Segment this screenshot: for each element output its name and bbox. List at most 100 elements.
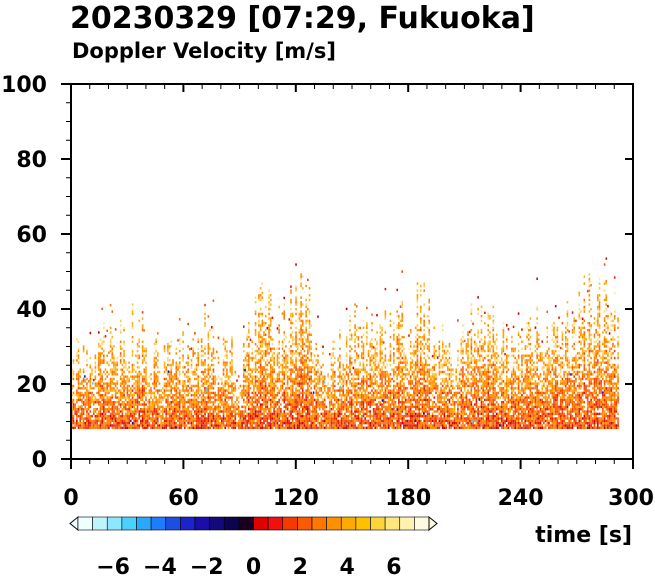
velocity-cell bbox=[74, 410, 76, 413]
velocity-cell bbox=[140, 396, 142, 399]
velocity-cell bbox=[384, 356, 387, 360]
velocity-cell bbox=[101, 396, 103, 399]
velocity-cell bbox=[283, 391, 286, 395]
velocity-cell bbox=[330, 363, 333, 367]
velocity-cell bbox=[364, 377, 366, 381]
velocity-cell bbox=[285, 387, 287, 390]
velocity-cell bbox=[170, 373, 173, 376]
velocity-cell bbox=[382, 396, 385, 399]
velocity-cell bbox=[136, 396, 139, 399]
velocity-cell bbox=[173, 398, 176, 402]
velocity-cell bbox=[109, 340, 112, 343]
velocity-cell bbox=[131, 417, 134, 420]
velocity-cell bbox=[296, 377, 299, 381]
velocity-cell bbox=[170, 414, 173, 418]
velocity-cell bbox=[332, 412, 334, 416]
velocity-cell bbox=[335, 408, 338, 411]
velocity-cell bbox=[89, 424, 92, 427]
velocity-cell bbox=[401, 303, 404, 306]
velocity-cell bbox=[251, 368, 254, 371]
velocity-cell bbox=[131, 410, 134, 413]
velocity-cell bbox=[295, 356, 297, 360]
velocity-cell bbox=[334, 384, 336, 388]
velocity-cell bbox=[91, 377, 93, 381]
velocity-cell bbox=[315, 405, 318, 409]
velocity-cell bbox=[87, 401, 90, 404]
velocity-cell bbox=[293, 424, 296, 427]
velocity-cell bbox=[300, 366, 302, 369]
velocity-cell bbox=[172, 396, 174, 399]
velocity-cell bbox=[155, 401, 157, 404]
velocity-cell bbox=[103, 361, 105, 364]
velocity-cell bbox=[377, 387, 380, 390]
velocity-cell bbox=[307, 384, 309, 388]
velocity-cell bbox=[345, 424, 348, 427]
velocity-cell bbox=[386, 380, 388, 383]
velocity-cell bbox=[401, 405, 404, 409]
velocity-cell bbox=[295, 335, 297, 339]
velocity-cell bbox=[99, 363, 102, 367]
velocity-cell bbox=[200, 363, 203, 367]
velocity-cell bbox=[97, 356, 100, 360]
velocity-cell bbox=[207, 401, 210, 404]
velocity-cell bbox=[116, 417, 119, 420]
velocity-cell bbox=[82, 408, 85, 411]
velocity-cell bbox=[86, 363, 88, 367]
velocity-cell bbox=[192, 384, 194, 388]
velocity-cell bbox=[332, 373, 334, 376]
velocity-cell bbox=[254, 301, 257, 304]
velocity-cell bbox=[342, 419, 345, 423]
velocity-cell bbox=[72, 391, 75, 395]
velocity-cell bbox=[379, 370, 382, 374]
velocity-cell bbox=[387, 401, 390, 404]
velocity-cell bbox=[251, 403, 254, 406]
velocity-cell bbox=[379, 389, 382, 392]
velocity-cell bbox=[372, 414, 375, 418]
velocity-cell bbox=[167, 349, 169, 353]
velocity-cell bbox=[393, 328, 395, 332]
velocity-cell bbox=[99, 361, 102, 364]
velocity-cell bbox=[109, 349, 112, 353]
velocity-cell bbox=[355, 417, 358, 420]
velocity-cell bbox=[261, 405, 264, 409]
velocity-cell bbox=[381, 389, 383, 392]
velocity-cell bbox=[280, 403, 282, 406]
velocity-cell bbox=[332, 354, 334, 357]
velocity-cell bbox=[140, 421, 142, 425]
velocity-cell bbox=[396, 414, 398, 418]
velocity-cell bbox=[403, 377, 405, 381]
velocity-cell bbox=[344, 382, 346, 385]
velocity-cell bbox=[268, 301, 270, 304]
velocity-cell bbox=[263, 412, 265, 416]
velocity-cell bbox=[136, 375, 139, 378]
velocity-cell bbox=[291, 405, 294, 409]
velocity-cell bbox=[377, 417, 380, 420]
velocity-cell bbox=[151, 382, 154, 385]
velocity-cell bbox=[264, 345, 267, 348]
velocity-cell bbox=[307, 356, 309, 360]
velocity-cell bbox=[259, 426, 262, 429]
velocity-cell bbox=[141, 417, 144, 420]
velocity-cell bbox=[256, 421, 259, 425]
velocity-cell bbox=[167, 347, 169, 350]
velocity-cell bbox=[114, 426, 117, 429]
velocity-cell bbox=[290, 319, 292, 323]
velocity-cell bbox=[226, 380, 228, 383]
velocity-cell bbox=[254, 333, 257, 336]
velocity-cell bbox=[349, 421, 351, 425]
velocity-cell bbox=[355, 396, 358, 399]
velocity-cell bbox=[94, 419, 97, 423]
velocity-cell bbox=[379, 394, 382, 397]
velocity-cell bbox=[116, 424, 119, 427]
velocity-cell bbox=[296, 421, 299, 425]
velocity-cell bbox=[165, 384, 168, 388]
velocity-cell bbox=[207, 405, 210, 409]
velocity-cell bbox=[199, 421, 201, 425]
velocity-cell bbox=[242, 366, 245, 369]
velocity-cell bbox=[379, 368, 382, 371]
velocity-cell bbox=[399, 368, 402, 371]
velocity-cell bbox=[269, 426, 272, 429]
velocity-cell bbox=[217, 336, 220, 339]
velocity-cell bbox=[165, 405, 168, 409]
velocity-cell bbox=[249, 424, 252, 427]
